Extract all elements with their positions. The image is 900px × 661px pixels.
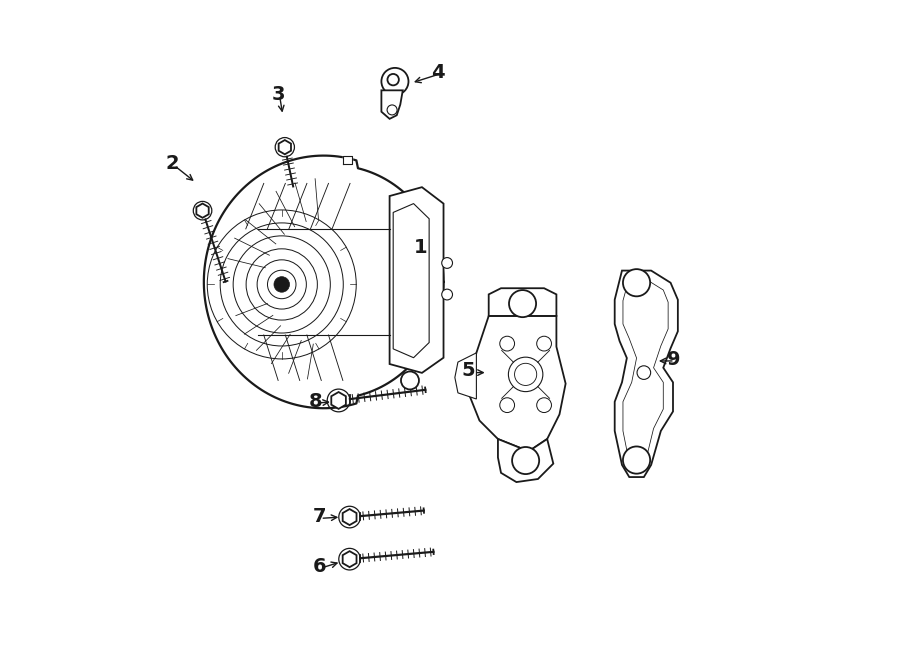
Circle shape — [274, 277, 290, 292]
Text: 9: 9 — [667, 350, 680, 368]
Text: 2: 2 — [166, 154, 180, 173]
Polygon shape — [343, 551, 356, 567]
Circle shape — [387, 105, 397, 115]
Circle shape — [536, 336, 552, 351]
Polygon shape — [343, 155, 353, 165]
Text: 4: 4 — [431, 63, 446, 81]
Circle shape — [401, 371, 419, 389]
Polygon shape — [498, 439, 554, 482]
Circle shape — [442, 289, 453, 300]
Circle shape — [637, 366, 651, 379]
Text: 3: 3 — [272, 85, 285, 104]
Text: 1: 1 — [414, 238, 427, 257]
Polygon shape — [454, 353, 476, 399]
Text: 6: 6 — [312, 557, 326, 576]
Polygon shape — [489, 288, 556, 316]
Circle shape — [536, 398, 552, 412]
Circle shape — [382, 68, 409, 95]
Polygon shape — [467, 316, 565, 451]
Polygon shape — [382, 91, 403, 119]
Text: 5: 5 — [462, 361, 475, 380]
Circle shape — [623, 269, 650, 296]
Polygon shape — [331, 392, 346, 409]
Circle shape — [623, 446, 650, 474]
Circle shape — [500, 336, 515, 351]
Text: 7: 7 — [312, 507, 326, 526]
Polygon shape — [279, 140, 291, 154]
Text: 8: 8 — [309, 391, 323, 410]
Polygon shape — [343, 509, 356, 525]
Polygon shape — [615, 270, 678, 477]
Polygon shape — [623, 278, 668, 470]
Circle shape — [500, 398, 515, 412]
Circle shape — [512, 447, 539, 474]
Circle shape — [442, 258, 453, 268]
Polygon shape — [390, 187, 444, 373]
Polygon shape — [196, 204, 209, 217]
Circle shape — [388, 74, 399, 85]
Circle shape — [508, 357, 543, 391]
Circle shape — [509, 290, 536, 317]
